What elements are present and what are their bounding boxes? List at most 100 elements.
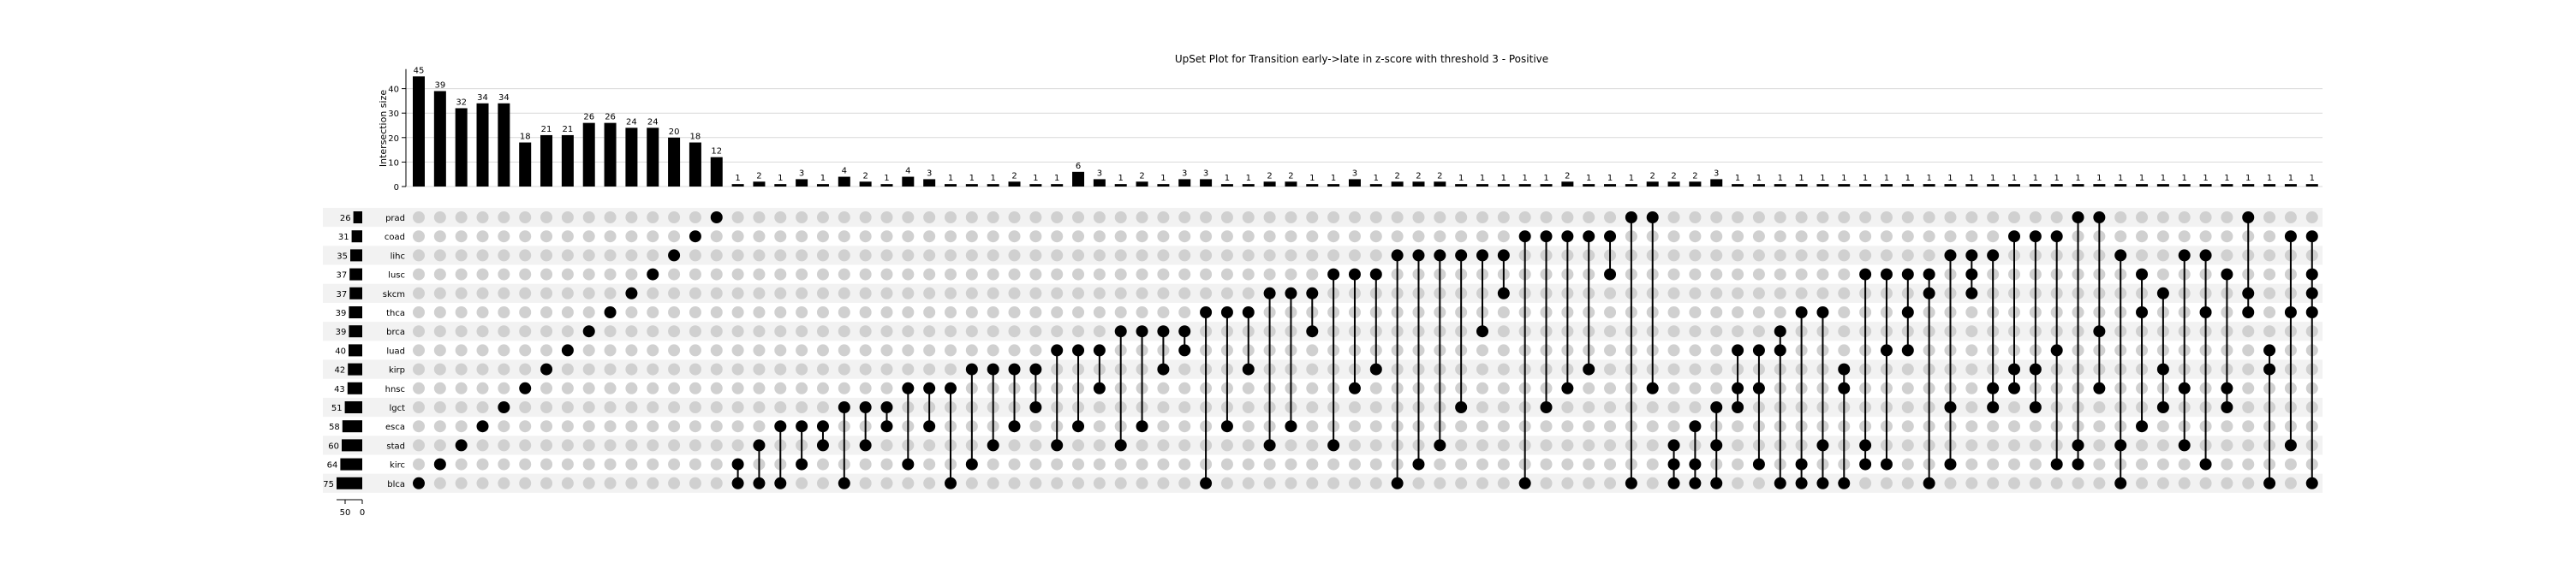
- inactive-dot: [1965, 458, 1978, 471]
- member-dot: [1901, 306, 1914, 318]
- set-size-bar: [351, 230, 362, 243]
- inactive-dot: [1348, 439, 1361, 452]
- member-dot: [1369, 268, 1382, 281]
- member-dot: [2284, 230, 2297, 243]
- intersection-bar: [1561, 181, 1574, 187]
- bar-value-label: 1: [2033, 174, 2038, 183]
- inactive-dot: [859, 287, 872, 299]
- inactive-dot: [1604, 477, 1617, 489]
- inactive-dot: [1667, 325, 1680, 338]
- set-label: lgct: [389, 404, 405, 413]
- inactive-dot: [1646, 420, 1659, 433]
- inactive-dot: [859, 211, 872, 223]
- member-dot: [540, 363, 553, 376]
- inactive-dot: [1285, 230, 1297, 243]
- inactive-dot: [753, 363, 766, 376]
- inactive-dot: [1072, 325, 1085, 338]
- intersection-bar: [1412, 181, 1425, 187]
- inactive-dot: [519, 344, 532, 357]
- inactive-dot: [1752, 230, 1765, 243]
- inactive-dot: [1774, 230, 1786, 243]
- inactive-dot: [1178, 439, 1191, 452]
- bar-value-label: 1: [1586, 174, 1591, 183]
- inactive-dot: [1987, 211, 2000, 223]
- set-size-bar: [348, 363, 362, 376]
- inactive-dot: [1348, 211, 1361, 223]
- inactive-dot: [880, 287, 893, 299]
- inactive-dot: [582, 344, 595, 357]
- member-dot: [1008, 363, 1021, 376]
- inactive-dot: [647, 344, 659, 357]
- intersection-bar: [1348, 179, 1361, 187]
- inactive-dot: [413, 363, 425, 376]
- inactive-dot: [965, 249, 978, 262]
- inactive-dot: [1114, 230, 1127, 243]
- inactive-dot: [1369, 230, 1382, 243]
- inactive-dot: [1476, 363, 1488, 376]
- bar-value-label: 1: [2245, 174, 2251, 183]
- inactive-dot: [1859, 230, 1872, 243]
- inactive-dot: [2199, 477, 2212, 489]
- inactive-dot: [902, 249, 915, 262]
- inactive-dot: [2221, 477, 2233, 489]
- inactive-dot: [2156, 458, 2169, 471]
- inactive-dot: [1008, 249, 1021, 262]
- member-dot: [2178, 382, 2191, 394]
- set-size-label: 35: [337, 252, 348, 261]
- inactive-dot: [1285, 439, 1297, 452]
- set-size-label: 26: [340, 214, 351, 223]
- intersection-bar: [540, 134, 553, 187]
- member-dot: [1114, 325, 1127, 338]
- inactive-dot: [540, 211, 553, 223]
- y-gridlines: [406, 88, 2323, 187]
- member-dot: [1583, 363, 1595, 376]
- inactive-dot: [1816, 287, 1829, 299]
- intersection-bar: [1689, 181, 1702, 187]
- inactive-dot: [987, 477, 999, 489]
- member-dot: [1646, 382, 1659, 394]
- member-dot: [753, 439, 766, 452]
- intersection-bar: [1838, 184, 1851, 187]
- intersection-bar: [1157, 184, 1170, 187]
- inactive-dot: [1220, 249, 1233, 262]
- inactive-dot: [965, 230, 978, 243]
- inactive-dot: [625, 211, 638, 223]
- inactive-dot: [1242, 458, 1255, 471]
- inactive-dot: [1583, 211, 1595, 223]
- bar-value-label: 18: [520, 133, 531, 142]
- member-dot: [1412, 249, 1425, 262]
- intersection-bar: [1752, 184, 1765, 187]
- inactive-dot: [498, 211, 510, 223]
- bar-value-label: 2: [1692, 171, 1697, 181]
- bar-value-label: 1: [969, 174, 975, 183]
- member-dot: [945, 382, 957, 394]
- member-dot: [476, 420, 489, 433]
- intersection-bar: [710, 157, 723, 187]
- inactive-dot: [1965, 382, 1978, 394]
- inactive-dot: [561, 268, 574, 281]
- inactive-dot: [945, 249, 957, 262]
- inactive-dot: [668, 230, 681, 243]
- inactive-dot: [1667, 306, 1680, 318]
- inactive-dot: [902, 306, 915, 318]
- inactive-dot: [540, 306, 553, 318]
- inactive-dot: [1242, 230, 1255, 243]
- inactive-dot: [880, 477, 893, 489]
- inactive-dot: [1178, 211, 1191, 223]
- inactive-dot: [859, 477, 872, 489]
- member-dot: [816, 439, 829, 452]
- inactive-dot: [731, 249, 744, 262]
- intersection-bar: [625, 127, 638, 187]
- inactive-dot: [582, 420, 595, 433]
- inactive-dot: [816, 249, 829, 262]
- intersection-bar: [1497, 184, 1510, 187]
- inactive-dot: [859, 325, 872, 338]
- inactive-dot: [902, 287, 915, 299]
- inactive-dot: [965, 477, 978, 489]
- inactive-dot: [1285, 477, 1297, 489]
- inactive-dot: [1008, 439, 1021, 452]
- member-dot: [1795, 477, 1808, 489]
- member-dot: [987, 439, 999, 452]
- inactive-dot: [647, 439, 659, 452]
- inactive-dot: [710, 344, 723, 357]
